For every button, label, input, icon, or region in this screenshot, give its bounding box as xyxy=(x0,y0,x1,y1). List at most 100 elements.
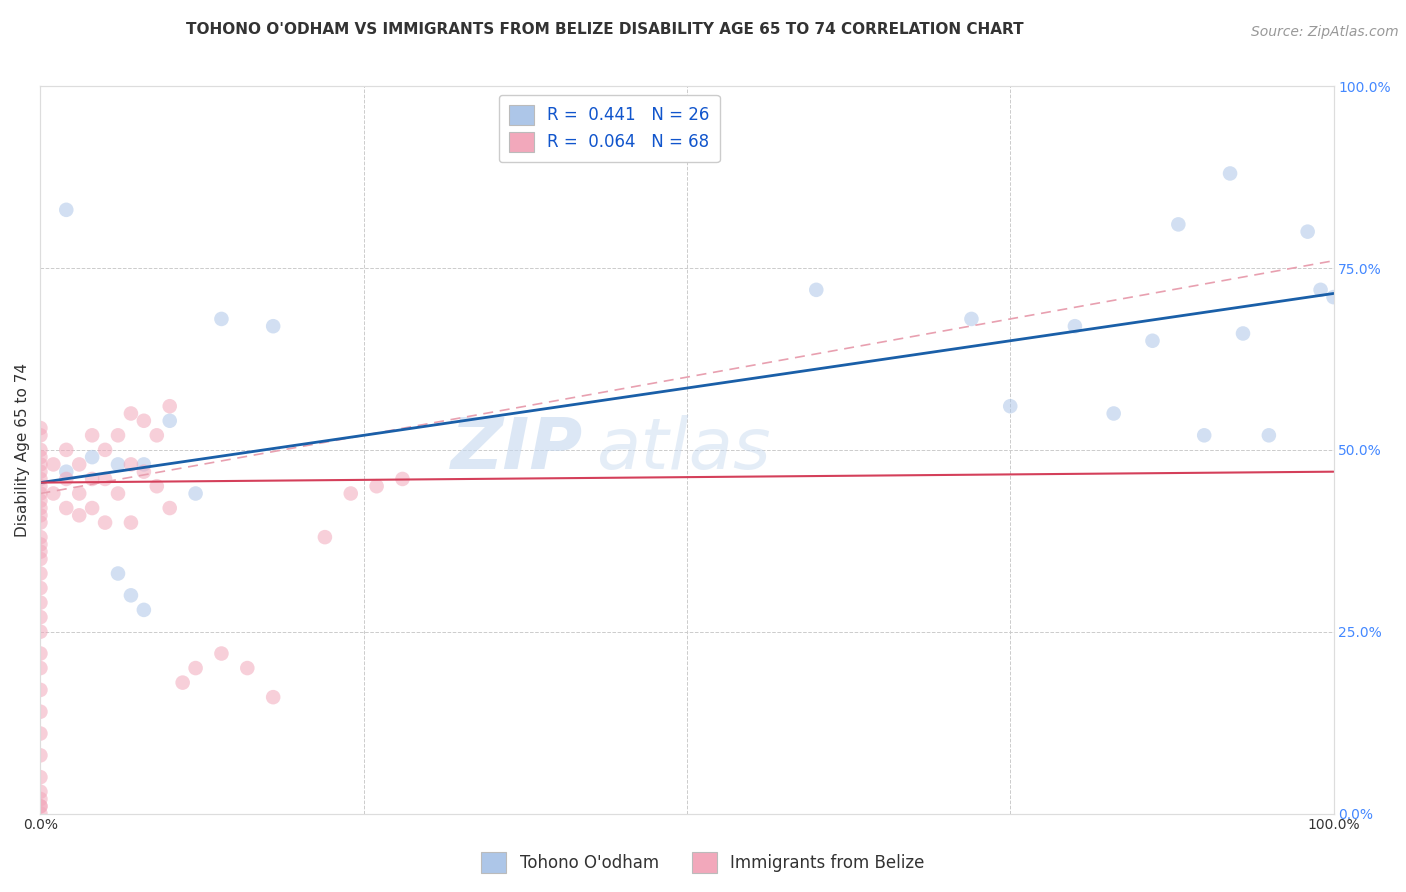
Point xyxy=(30,624,52,639)
Point xyxy=(184,486,207,500)
Point xyxy=(30,486,52,500)
Point xyxy=(67,486,90,500)
Point xyxy=(184,661,207,675)
Point xyxy=(314,530,336,544)
Point xyxy=(30,566,52,581)
Text: atlas: atlas xyxy=(596,416,770,484)
Point xyxy=(30,806,52,821)
Point xyxy=(30,799,52,814)
Point xyxy=(132,414,155,428)
Point xyxy=(30,799,52,814)
Point xyxy=(30,610,52,624)
Point xyxy=(1000,399,1022,413)
Point xyxy=(30,458,52,472)
Point xyxy=(55,442,77,457)
Point xyxy=(159,399,181,413)
Point xyxy=(82,428,104,442)
Point xyxy=(30,537,52,551)
Text: Source: ZipAtlas.com: Source: ZipAtlas.com xyxy=(1251,25,1399,39)
Point xyxy=(30,682,52,697)
Point xyxy=(1064,319,1087,334)
Point xyxy=(366,479,388,493)
Point xyxy=(30,516,52,530)
Legend: R =  0.441   N = 26, R =  0.064   N = 68: R = 0.441 N = 26, R = 0.064 N = 68 xyxy=(499,95,720,161)
Point xyxy=(30,661,52,675)
Point xyxy=(211,647,233,661)
Y-axis label: Disability Age 65 to 74: Disability Age 65 to 74 xyxy=(15,363,30,537)
Point xyxy=(172,675,194,690)
Point xyxy=(132,603,155,617)
Point xyxy=(30,705,52,719)
Point xyxy=(30,530,52,544)
Point xyxy=(42,458,65,472)
Point xyxy=(120,516,142,530)
Point xyxy=(30,748,52,763)
Point xyxy=(120,407,142,421)
Point xyxy=(30,508,52,523)
Point xyxy=(960,312,983,326)
Point xyxy=(30,770,52,784)
Point xyxy=(30,493,52,508)
Point xyxy=(132,465,155,479)
Point xyxy=(30,785,52,799)
Point xyxy=(67,458,90,472)
Point xyxy=(30,726,52,740)
Point xyxy=(107,486,129,500)
Point xyxy=(82,501,104,516)
Point xyxy=(55,202,77,217)
Point xyxy=(211,312,233,326)
Point xyxy=(30,647,52,661)
Point xyxy=(1167,218,1189,232)
Point xyxy=(1219,166,1241,180)
Point xyxy=(146,428,169,442)
Point xyxy=(120,588,142,602)
Point xyxy=(236,661,259,675)
Point xyxy=(82,450,104,464)
Point xyxy=(30,581,52,595)
Point xyxy=(1257,428,1279,442)
Point xyxy=(30,450,52,464)
Point xyxy=(1102,407,1125,421)
Point xyxy=(1142,334,1164,348)
Point xyxy=(1322,290,1344,304)
Point xyxy=(30,544,52,558)
Point xyxy=(30,501,52,516)
Point xyxy=(159,501,181,516)
Point xyxy=(55,501,77,516)
Point xyxy=(1192,428,1215,442)
Point xyxy=(391,472,413,486)
Point xyxy=(159,414,181,428)
Point xyxy=(132,458,155,472)
Point xyxy=(120,458,142,472)
Point xyxy=(30,552,52,566)
Point xyxy=(30,421,52,435)
Point xyxy=(30,479,52,493)
Point xyxy=(1232,326,1254,341)
Point xyxy=(30,596,52,610)
Point xyxy=(67,508,90,523)
Point xyxy=(1309,283,1331,297)
Point xyxy=(30,442,52,457)
Point xyxy=(107,458,129,472)
Point xyxy=(30,792,52,806)
Point xyxy=(94,472,117,486)
Legend: Tohono O'odham, Immigrants from Belize: Tohono O'odham, Immigrants from Belize xyxy=(475,846,931,880)
Point xyxy=(42,486,65,500)
Point xyxy=(30,465,52,479)
Point xyxy=(30,428,52,442)
Point xyxy=(339,486,361,500)
Point xyxy=(94,442,117,457)
Point xyxy=(55,472,77,486)
Point xyxy=(806,283,828,297)
Point xyxy=(262,319,284,334)
Text: ZIP: ZIP xyxy=(451,416,583,484)
Point xyxy=(1296,225,1319,239)
Point xyxy=(146,479,169,493)
Point xyxy=(107,428,129,442)
Point xyxy=(94,516,117,530)
Point xyxy=(30,472,52,486)
Point xyxy=(55,465,77,479)
Point xyxy=(262,690,284,705)
Point xyxy=(82,472,104,486)
Text: TOHONO O'ODHAM VS IMMIGRANTS FROM BELIZE DISABILITY AGE 65 TO 74 CORRELATION CHA: TOHONO O'ODHAM VS IMMIGRANTS FROM BELIZE… xyxy=(186,22,1024,37)
